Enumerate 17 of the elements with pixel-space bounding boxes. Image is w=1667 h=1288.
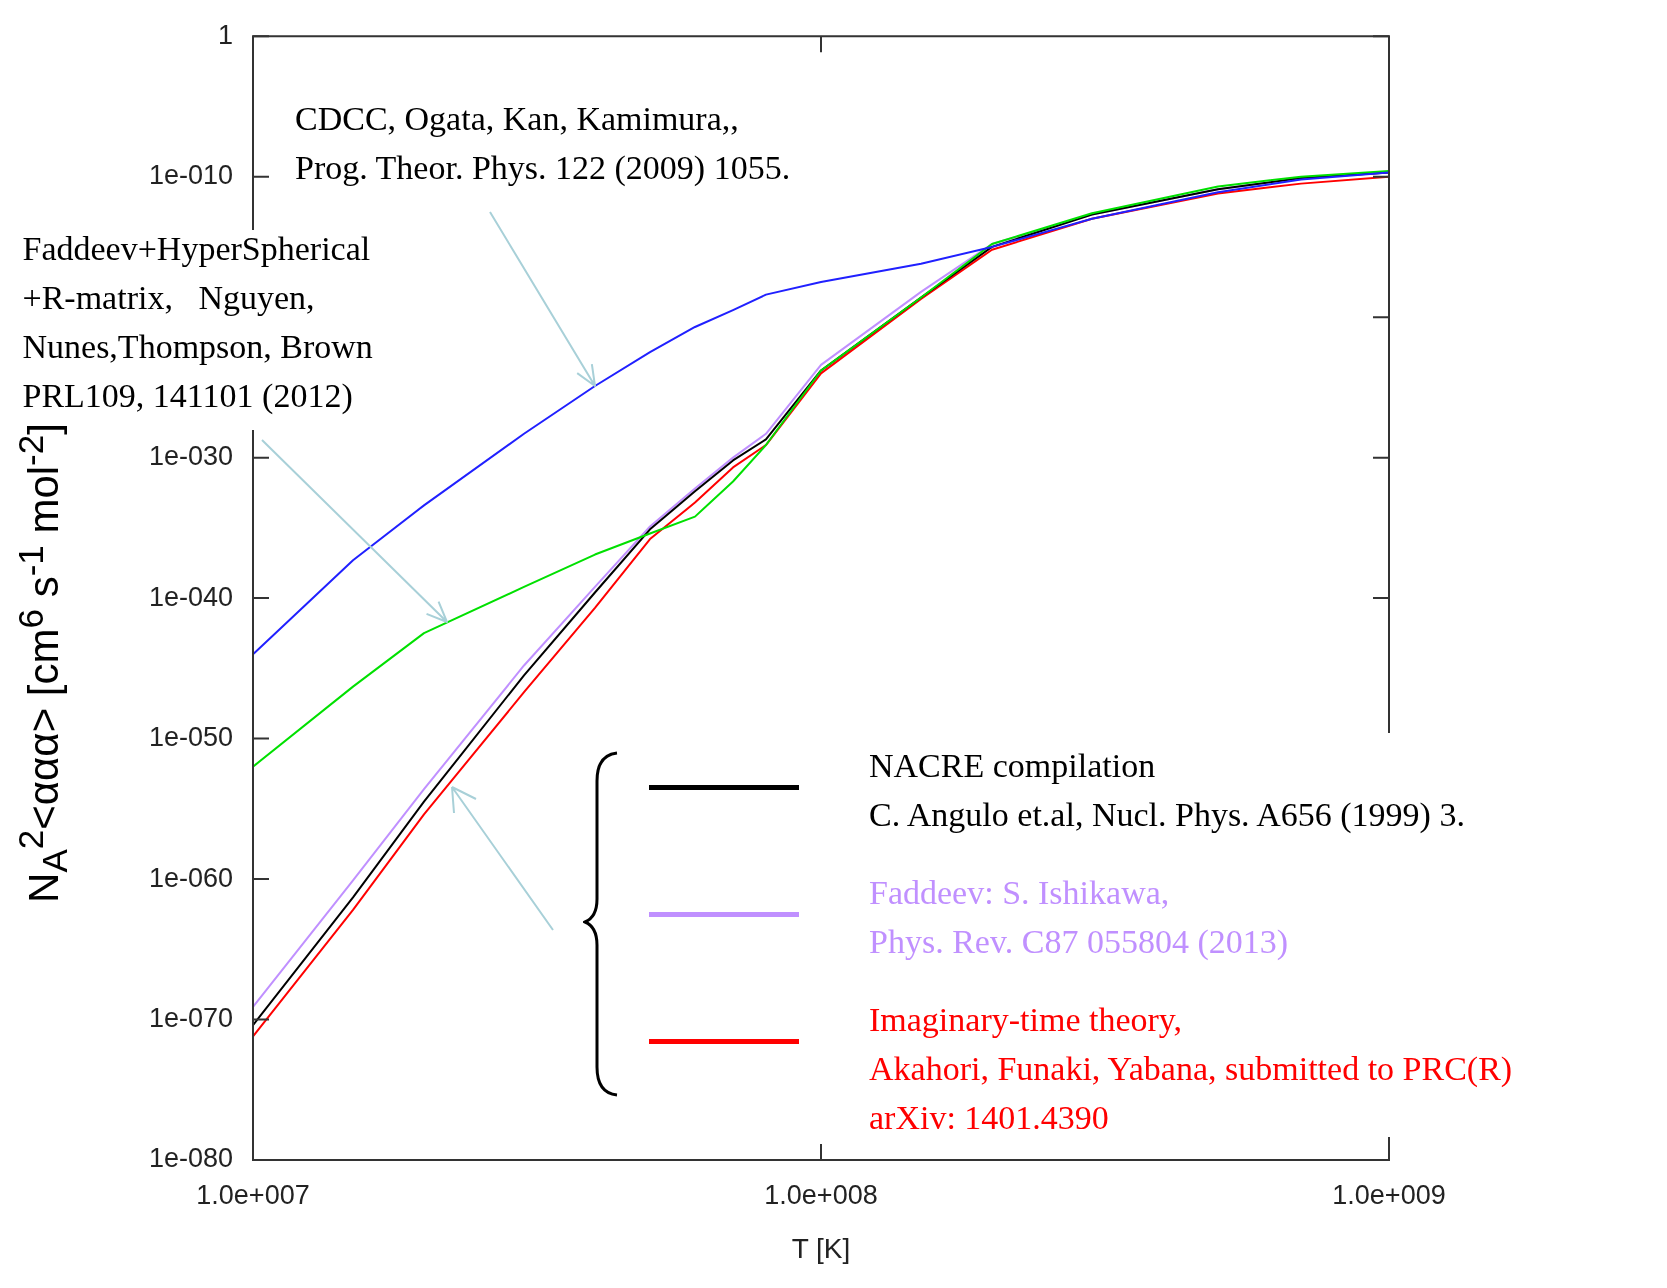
annotation: CDCC, Ogata, Kan, Kamimura,, Prog. Theor. Phys. 122 (2009) 1055. [294,99,791,187]
legend-label: Imaginary-time theory, Akahori, Funaki, Yabana, submitted to PRC(R) arXiv: 1401.4390 [869,1000,1513,1138]
y-tick-label: 1e-070 [148,1002,233,1033]
y-tick-label: 1e-050 [148,722,233,753]
annotation: Faddeev+HyperSpherical +R-matrix, Nguyen, Nunes,Thompson, Brown PRL109, 141101 (2012) [22,229,373,415]
x-tick-label: 1.0e+008 [764,1179,878,1210]
x-tick-label: 1.0e+009 [1332,1179,1446,1210]
legend-label: Faddeev: S. Ishikawa, Phys. Rev. C87 055804 (2013) [869,873,1289,962]
y-tick-label: 1e-060 [148,862,233,893]
y-tick-label: 1e-010 [148,160,233,191]
y-tick-label: 1e-040 [148,581,233,612]
x-axis-title: T [K] [790,1233,852,1265]
legend-label: NACRE compilation C. Angulo et.al, Nucl. Phys. A656 (1999) 3. [869,746,1465,835]
y-tick-label: 1 [217,19,233,50]
x-tick-label: 1.0e+007 [196,1179,310,1210]
y-tick-label: 1e-080 [148,1143,233,1174]
y-tick-label: 1e-030 [148,441,233,472]
